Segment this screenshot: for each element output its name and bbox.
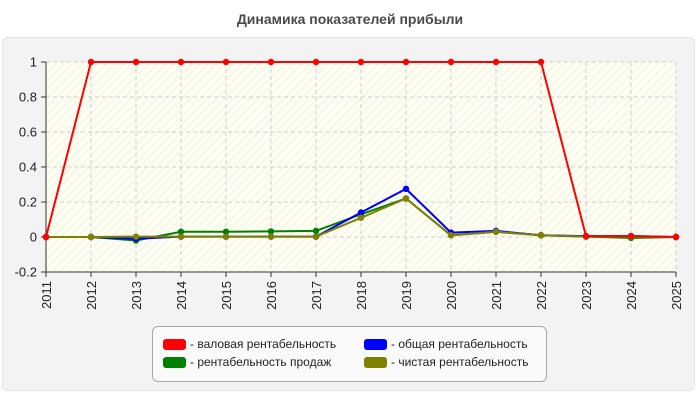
legend-item-net: - чистая рентабельность bbox=[364, 355, 528, 369]
data-point bbox=[87, 233, 95, 241]
data-point bbox=[402, 195, 410, 202]
data-point bbox=[222, 58, 230, 66]
legend-item-gross: - валовая рентабельность bbox=[163, 337, 336, 351]
legend-item-total: - общая рентабельность bbox=[364, 337, 528, 351]
tick-labels: -0.2 0 0.2 0.4 0.6 0.8 1 2011 2012 2013 2014 2015 20… bbox=[15, 55, 684, 310]
x-tick-label: 2020 bbox=[444, 281, 459, 310]
y-tick-label: 0.2 bbox=[19, 195, 37, 210]
data-point bbox=[672, 233, 680, 241]
data-point bbox=[267, 233, 275, 240]
data-point bbox=[447, 232, 455, 239]
chart-title: Динамика показателей прибыли bbox=[236, 11, 464, 27]
data-point bbox=[222, 233, 230, 240]
x-tick-label: 2022 bbox=[534, 281, 549, 310]
legend-label: - валовая рентабельность bbox=[190, 337, 337, 351]
x-tick-label: 2023 bbox=[579, 281, 594, 310]
data-point bbox=[402, 185, 410, 193]
x-tick-label: 2016 bbox=[264, 281, 279, 310]
data-point bbox=[312, 233, 320, 240]
series-layer bbox=[42, 58, 680, 244]
data-point bbox=[357, 209, 365, 216]
data-point bbox=[267, 58, 275, 66]
data-point bbox=[132, 233, 140, 240]
data-point bbox=[177, 228, 185, 235]
y-tick-label: 1 bbox=[30, 55, 37, 70]
data-point bbox=[402, 58, 410, 66]
y-tick-label: 0.6 bbox=[19, 125, 37, 140]
y-tick-label: -0.2 bbox=[15, 265, 37, 280]
data-point bbox=[582, 232, 590, 240]
legend-swatch bbox=[163, 356, 186, 368]
y-tick-label: 0.8 bbox=[19, 90, 37, 105]
data-point bbox=[42, 233, 50, 241]
data-point bbox=[357, 214, 365, 221]
data-point bbox=[537, 232, 545, 239]
data-point bbox=[177, 58, 185, 66]
x-tick-label: 2011 bbox=[39, 281, 54, 309]
data-point bbox=[312, 227, 320, 235]
series-0 bbox=[42, 58, 680, 241]
data-point bbox=[357, 58, 365, 66]
x-tick-label: 2025 bbox=[669, 281, 684, 310]
x-tick-label: 2014 bbox=[174, 281, 189, 310]
x-tick-label: 2024 bbox=[624, 281, 639, 310]
x-tick-label: 2015 bbox=[219, 281, 234, 310]
data-point bbox=[447, 58, 455, 66]
legend-swatch bbox=[163, 338, 186, 350]
data-point bbox=[492, 58, 500, 66]
legend-item-sales: - рентабельность продаж bbox=[163, 355, 331, 369]
x-tick-label: 2019 bbox=[399, 281, 414, 310]
data-point bbox=[87, 58, 95, 66]
legend-swatch bbox=[364, 356, 387, 368]
data-point bbox=[627, 232, 635, 240]
x-tick-label: 2018 bbox=[354, 281, 369, 310]
legend: - валовая рентабельность - общая рентабе… bbox=[152, 326, 547, 382]
data-point bbox=[267, 228, 275, 235]
x-tick-label: 2017 bbox=[309, 281, 324, 310]
legend-swatch bbox=[364, 338, 387, 350]
data-point bbox=[132, 58, 140, 66]
legend-label: - рентабельность продаж bbox=[190, 355, 332, 369]
data-point bbox=[537, 58, 545, 66]
legend-label: - чистая рентабельность bbox=[391, 355, 529, 369]
y-tick-label: 0.4 bbox=[19, 160, 37, 175]
data-point bbox=[177, 233, 185, 240]
x-tick-label: 2013 bbox=[129, 281, 144, 310]
data-point bbox=[312, 58, 320, 66]
y-tick-label: 0 bbox=[30, 230, 37, 245]
legend-label: - общая рентабельность bbox=[391, 337, 528, 351]
data-point bbox=[222, 228, 230, 235]
data-point bbox=[492, 228, 500, 235]
x-tick-label: 2012 bbox=[84, 281, 99, 310]
x-tick-label: 2021 bbox=[489, 281, 504, 310]
